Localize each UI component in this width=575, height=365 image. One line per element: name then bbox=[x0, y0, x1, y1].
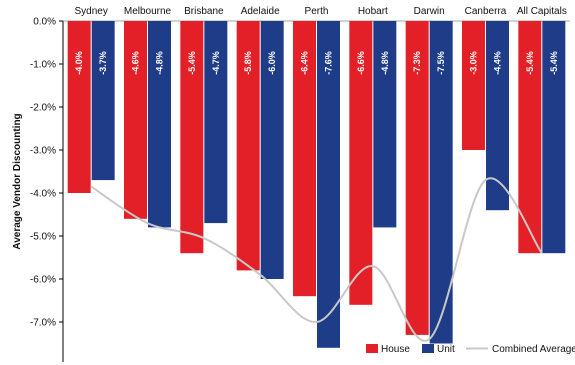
category-label: Hobart bbox=[358, 6, 388, 17]
house-data-label: -5.4% bbox=[525, 51, 535, 75]
category-label: Darwin bbox=[414, 6, 445, 17]
house-data-label: -5.8% bbox=[243, 51, 253, 75]
y-tick-label: 0.0% bbox=[33, 17, 56, 28]
category-label: Brisbane bbox=[184, 6, 224, 17]
house-data-label: -4.0% bbox=[74, 51, 84, 75]
category-label: Canberra bbox=[465, 6, 507, 17]
unit-bar bbox=[486, 21, 509, 211]
legend-combined-label: Combined Average bbox=[492, 344, 575, 355]
unit-data-label: -3.7% bbox=[98, 51, 108, 75]
category-label: Adelaide bbox=[241, 6, 280, 17]
unit-data-label: -7.6% bbox=[324, 51, 334, 75]
unit-bar bbox=[91, 21, 115, 181]
unit-data-label: -4.8% bbox=[155, 51, 165, 75]
unit-bar bbox=[204, 21, 228, 224]
category-label: Melbourne bbox=[124, 6, 172, 17]
legend-unit-label: Unit bbox=[437, 344, 455, 355]
y-tick-label: -4.0% bbox=[30, 189, 56, 200]
unit-data-label: -5.4% bbox=[549, 51, 559, 75]
legend: House Unit Combined Average bbox=[366, 344, 575, 355]
house-bar bbox=[462, 21, 485, 150]
unit-bar bbox=[542, 21, 566, 254]
unit-data-label: -6.0% bbox=[267, 51, 277, 75]
house-data-label: -4.6% bbox=[131, 51, 141, 75]
y-tick-label: -3.0% bbox=[30, 146, 56, 157]
y-tick-label: -5.0% bbox=[30, 232, 56, 243]
category-label: All Capitals bbox=[517, 6, 567, 17]
house-data-label: -5.4% bbox=[187, 51, 197, 75]
unit-bar bbox=[317, 21, 340, 348]
house-bar bbox=[405, 21, 429, 335]
unit-bar bbox=[260, 21, 284, 279]
legend-house-swatch bbox=[366, 344, 378, 353]
legend-house-label: House bbox=[381, 344, 410, 355]
house-data-label: -7.3% bbox=[412, 51, 422, 75]
unit-data-label: -7.5% bbox=[436, 51, 446, 75]
unit-bar bbox=[429, 21, 453, 344]
house-bar bbox=[124, 21, 147, 219]
category-label: Sydney bbox=[74, 6, 107, 17]
y-axis-label: Average Vendor Discounting bbox=[12, 113, 23, 249]
y-tick-label: -6.0% bbox=[30, 275, 56, 286]
y-tick-label: -2.0% bbox=[30, 103, 56, 114]
legend-unit-swatch bbox=[422, 344, 434, 353]
y-tick-label: -1.0% bbox=[30, 60, 56, 71]
combined-average-line bbox=[90, 177, 543, 342]
house-bar bbox=[518, 21, 542, 254]
unit-data-label: -4.4% bbox=[493, 51, 503, 75]
house-bar bbox=[293, 21, 316, 297]
house-data-label: -6.4% bbox=[300, 51, 310, 75]
house-bar bbox=[349, 21, 373, 305]
house-bar bbox=[236, 21, 260, 271]
y-tick-label: -7.0% bbox=[30, 318, 56, 329]
unit-bar bbox=[373, 21, 397, 228]
house-bar bbox=[67, 21, 91, 193]
category-label: Perth bbox=[305, 6, 329, 17]
unit-bar bbox=[148, 21, 171, 228]
house-data-label: -3.0% bbox=[469, 51, 479, 75]
unit-data-label: -4.8% bbox=[380, 51, 390, 75]
house-data-label: -6.6% bbox=[356, 51, 366, 75]
house-bar bbox=[180, 21, 204, 254]
unit-data-label: -4.7% bbox=[211, 51, 221, 75]
